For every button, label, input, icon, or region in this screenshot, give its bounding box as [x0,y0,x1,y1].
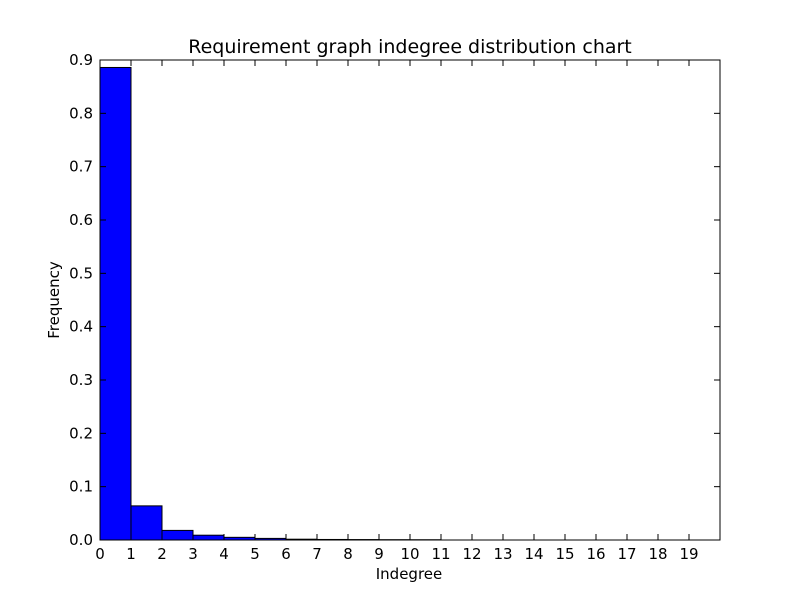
x-tick-label-7: 7 [312,545,322,563]
y-tick-label-8: 0.8 [69,104,93,122]
x-tick-label-10: 10 [400,545,419,563]
x-tick-label-15: 15 [555,545,574,563]
y-axis-label: Frequency [45,261,63,339]
x-tick-label-3: 3 [188,545,198,563]
y-tick-label-6: 0.6 [69,211,93,229]
x-axis-label: Indegree [376,565,443,583]
y-tick-label-1: 0.1 [69,478,93,496]
x-tick-label-13: 13 [493,545,512,563]
x-tick-label-19: 19 [679,545,698,563]
x-tick-label-14: 14 [524,545,543,563]
y-tick-label-3: 0.3 [69,371,93,389]
histogram-bar-2 [161,529,194,541]
y-tick-label-0: 0.0 [69,531,93,549]
x-tick-label-9: 9 [374,545,384,563]
x-tick-label-18: 18 [648,545,667,563]
histogram-bar-3 [192,534,225,541]
x-tick-label-16: 16 [586,545,605,563]
x-tick-label-1: 1 [126,545,136,563]
x-tick-label-17: 17 [617,545,636,563]
plot-frame [99,59,721,541]
x-tick-label-5: 5 [250,545,260,563]
histogram-bar-1 [130,505,163,541]
x-tick-label-6: 6 [281,545,291,563]
histogram-bar-0 [99,66,132,541]
ticks-layer: 0 1 2 3 4 5 6 7 8 9 10 11 12 13 14 15 16 17 18 190.00.10.20… [69,51,720,563]
x-tick-label-4: 4 [219,545,229,563]
y-tick-label-5: 0.5 [69,264,93,282]
x-tick-label-0: 0 [95,545,105,563]
x-tick-label-11: 11 [431,545,450,563]
x-tick-label-12: 12 [462,545,481,563]
y-tick-label-4: 0.4 [69,318,93,336]
y-tick-label-9: 0.9 [69,51,93,69]
y-tick-label-2: 0.2 [69,424,93,442]
chart-title: Requirement graph indegree distribution … [188,36,632,58]
y-tick-label-7: 0.7 [69,158,93,176]
bars-layer [99,66,442,541]
x-tick-label-2: 2 [157,545,167,563]
x-tick-label-8: 8 [343,545,353,563]
